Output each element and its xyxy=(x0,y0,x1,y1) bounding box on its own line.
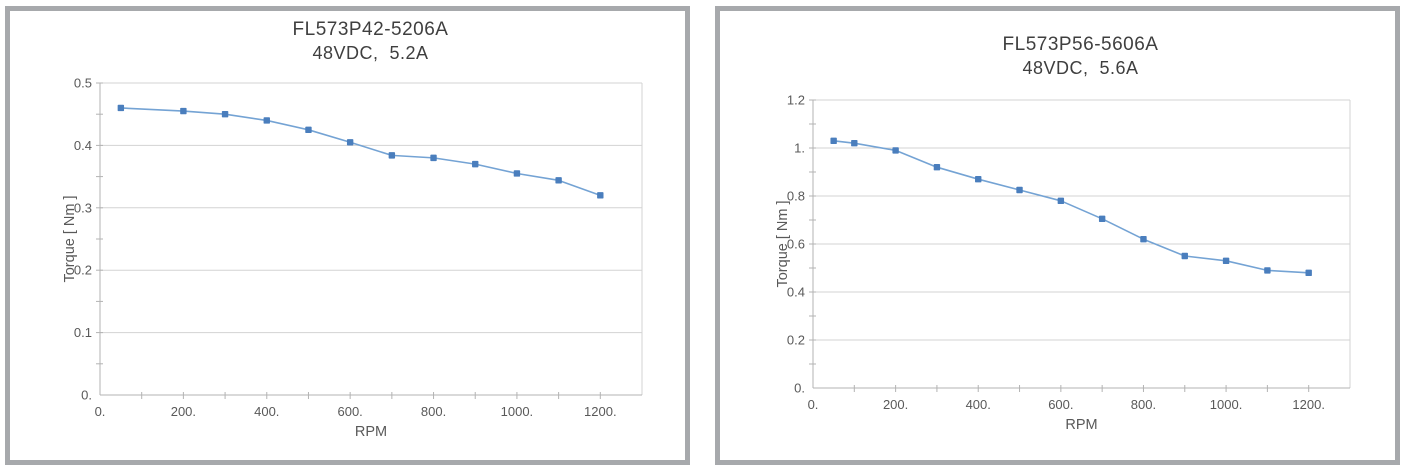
x-tick-label: 600. xyxy=(1048,397,1073,412)
y-axis-title: Torque [ Nm ] xyxy=(62,195,78,282)
x-tick-label: 1200. xyxy=(1292,397,1325,412)
data-point-marker xyxy=(1264,267,1271,274)
chart-title-left: FL573P42-5206A 48VDC, 5.2A xyxy=(33,18,708,65)
data-point-marker xyxy=(1057,197,1065,204)
x-tick-label: 800. xyxy=(1131,397,1156,412)
x-tick-label: 0. xyxy=(808,397,819,412)
x-tick-label: 600. xyxy=(337,404,362,419)
data-point-marker xyxy=(263,117,270,124)
data-point-marker xyxy=(1181,252,1188,260)
data-point-marker xyxy=(388,152,396,159)
x-tick-label: 200. xyxy=(883,397,908,412)
y-tick-label: 0.2 xyxy=(787,333,805,348)
chart-model-title: FL573P42-5206A xyxy=(292,19,449,40)
data-point-marker xyxy=(1016,186,1023,194)
data-point-marker xyxy=(180,107,187,115)
data-point-marker xyxy=(346,139,354,146)
data-point-marker xyxy=(597,192,604,199)
y-tick-label: 1. xyxy=(794,141,805,156)
data-point-marker xyxy=(555,177,562,184)
y-tick-label: 0.6 xyxy=(787,237,805,252)
data-point-marker xyxy=(472,160,479,168)
data-point-marker xyxy=(1305,269,1312,276)
data-point-marker xyxy=(892,147,899,154)
y-tick-label: 1.2 xyxy=(787,93,805,108)
torque-rpm-plot-left: 0. 0.1 0.2 0.3 0.4 0.5 0. 200. 400. 600. 800. 1000.… xyxy=(62,76,643,440)
chart-spec-subtitle: 48VDC, 5.2A xyxy=(312,43,429,63)
x-tick-label: 800. xyxy=(421,404,446,419)
y-tick-label: 0.4 xyxy=(74,138,92,153)
data-point-marker xyxy=(1098,215,1106,222)
y-tick-label: 0. xyxy=(81,388,92,403)
series-line xyxy=(833,140,1309,274)
x-tick-label: 200. xyxy=(171,404,196,419)
chart-panel-left: FL573P42-5206A 48VDC, 5.2A 0. 0.1 0.2 0.3 0.… xyxy=(5,6,690,465)
chart-spec-subtitle: 48VDC, 5.6A xyxy=(1022,58,1139,78)
y-tick-label: 0. xyxy=(794,381,805,396)
x-axis-title: RPM xyxy=(1065,417,1097,433)
data-point-marker xyxy=(430,154,437,162)
data-point-marker xyxy=(830,137,837,144)
x-tick-label: 1000. xyxy=(501,404,534,419)
y-tick-label: 0.3 xyxy=(74,200,92,215)
data-point-marker xyxy=(221,111,229,118)
y-tick-label: 0.1 xyxy=(74,325,92,340)
y-tick-label: 0.5 xyxy=(74,76,92,91)
chart-title-right: FL573P56-5606A 48VDC, 5.6A xyxy=(743,33,1405,80)
chart-model-title: FL573P56-5606A xyxy=(1002,34,1159,55)
data-point-marker xyxy=(1222,257,1230,264)
data-point-marker xyxy=(305,126,312,133)
data-point-marker xyxy=(933,164,941,171)
data-point-marker xyxy=(117,104,125,112)
y-tick-label: 0.2 xyxy=(74,263,92,278)
x-tick-label: 1200. xyxy=(584,404,617,419)
series-line xyxy=(120,107,601,197)
data-point-marker xyxy=(513,170,521,177)
x-axis-title: RPM xyxy=(355,424,387,440)
data-point-marker xyxy=(851,140,858,147)
data-point-marker xyxy=(975,176,982,183)
y-axis-title: Torque [ Nm ] xyxy=(775,200,791,287)
y-tick-label: 0.4 xyxy=(787,285,805,300)
x-tick-label: 400. xyxy=(966,397,991,412)
y-tick-label: 0.8 xyxy=(787,189,805,204)
x-tick-label: 1000. xyxy=(1210,397,1243,412)
x-tick-label: 400. xyxy=(254,404,279,419)
x-tick-label: 0. xyxy=(95,404,106,419)
chart-panel-right: FL573P56-5606A 48VDC, 5.6A 0. 0.2 0.4 0.6 0.… xyxy=(715,6,1400,465)
data-point-marker xyxy=(1140,236,1147,243)
torque-rpm-plot-right: 0. 0.2 0.4 0.6 0.8 1. 1.2 0. 200. 400. 600. 800. 100… xyxy=(775,93,1351,433)
